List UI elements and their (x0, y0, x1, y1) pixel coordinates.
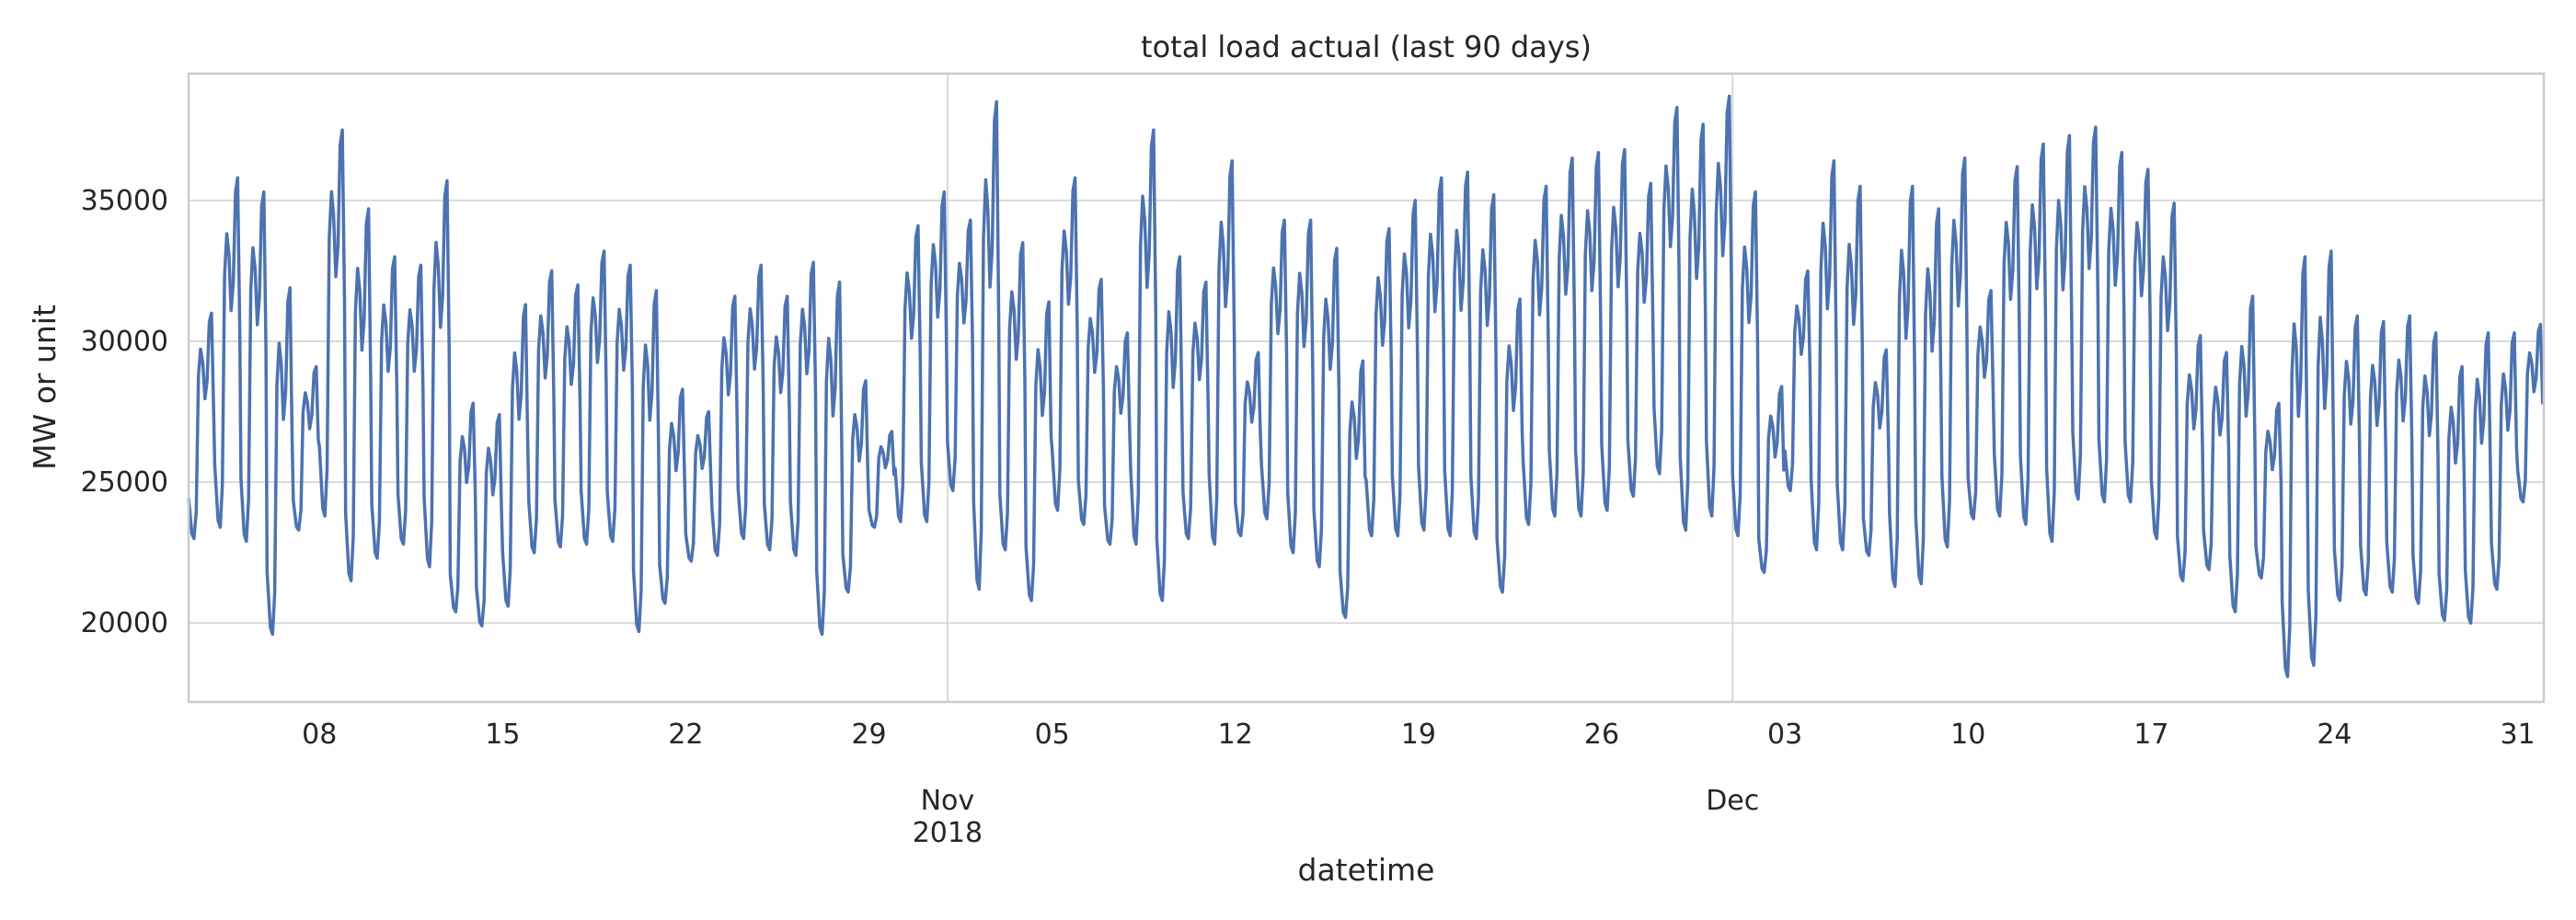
x-tick-label: 05 (1035, 719, 1070, 751)
x-axis-label: datetime (1298, 852, 1435, 888)
x-tick-label: 17 (2133, 719, 2168, 751)
x-tick-label: 22 (668, 719, 703, 751)
x-tick-label: 31 (2500, 719, 2535, 751)
y-tick-label: 35000 (81, 185, 168, 217)
series-line-total-load (187, 94, 2545, 679)
x-major-tick-label: Dec (1706, 785, 1759, 817)
x-tick-label: 08 (302, 719, 337, 751)
x-major-tick-label: Nov (921, 785, 975, 817)
x-tick-label: 29 (851, 719, 886, 751)
x-tick-label: 19 (1401, 719, 1436, 751)
y-tick-label: 25000 (81, 466, 168, 499)
x-major-tick-sublabel: 2018 (913, 817, 983, 849)
x-tick-label: 12 (1218, 719, 1253, 751)
x-tick-label: 03 (1767, 719, 1802, 751)
plot-frame (187, 72, 2546, 704)
y-tick-label: 30000 (81, 326, 168, 358)
chart-title: total load actual (last 90 days) (1141, 29, 1592, 64)
x-tick-label: 24 (2317, 719, 2352, 751)
x-tick-label: 26 (1584, 719, 1619, 751)
series-layer (187, 94, 2545, 679)
y-tick-label: 20000 (81, 607, 168, 639)
y-axis-label: MW or unit (27, 305, 63, 470)
x-tick-label: 10 (1950, 719, 1985, 751)
x-tick-label: 15 (485, 719, 520, 751)
y-axis-ticks: 20000 25000 30000 35000 (81, 185, 168, 639)
